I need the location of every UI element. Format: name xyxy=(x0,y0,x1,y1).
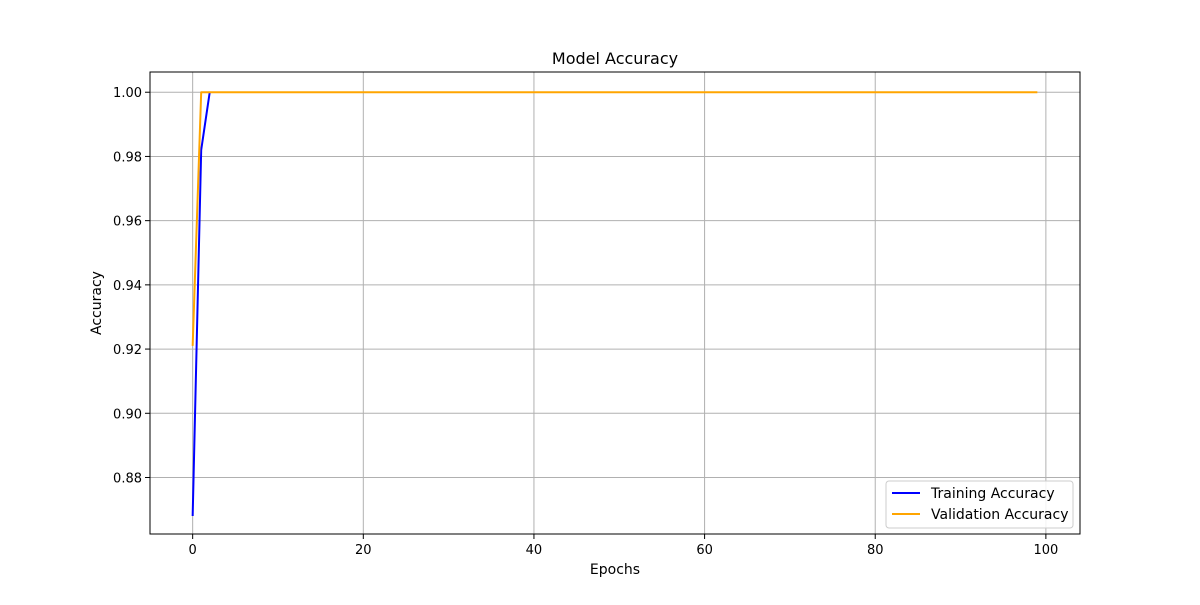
y-tick-label: 0.88 xyxy=(113,471,142,486)
grid-lines xyxy=(150,72,1080,534)
x-axis-ticks: 0 20 40 60 80 100 xyxy=(189,534,1058,558)
y-tick-label: 0.94 xyxy=(113,279,142,294)
y-tick-label: 1.00 xyxy=(113,86,142,101)
y-tick-label: 0.96 xyxy=(113,215,142,230)
y-tick-label: 0.92 xyxy=(113,343,142,358)
y-axis-label: Accuracy xyxy=(89,271,105,335)
series-line-training-accuracy xyxy=(191,92,211,517)
x-tick-label: 100 xyxy=(1033,543,1058,558)
legend-label-validation-accuracy: Validation Accuracy xyxy=(931,507,1069,523)
y-tick-label: 0.98 xyxy=(113,150,142,165)
legend: Training Accuracy Validation Accuracy xyxy=(885,480,1074,529)
x-tick-label: 60 xyxy=(696,543,713,558)
y-tick-label: 0.90 xyxy=(113,407,142,422)
series-lines xyxy=(191,91,1038,517)
y-axis-ticks: 0.88 0.90 0.92 0.94 0.96 0.98 1.00 xyxy=(113,86,150,486)
x-tick-label: 40 xyxy=(526,543,543,558)
x-tick-label: 80 xyxy=(867,543,884,558)
plot-frame xyxy=(149,71,1081,535)
series-line-validation-accuracy xyxy=(191,91,1038,346)
x-tick-label: 20 xyxy=(355,543,372,558)
chart-title: Model Accuracy xyxy=(552,49,678,68)
legend-box xyxy=(885,480,1074,529)
legend-label-training-accuracy: Training Accuracy xyxy=(930,486,1055,502)
x-tick-label: 0 xyxy=(189,543,197,558)
x-axis-label: Epochs xyxy=(590,562,640,578)
